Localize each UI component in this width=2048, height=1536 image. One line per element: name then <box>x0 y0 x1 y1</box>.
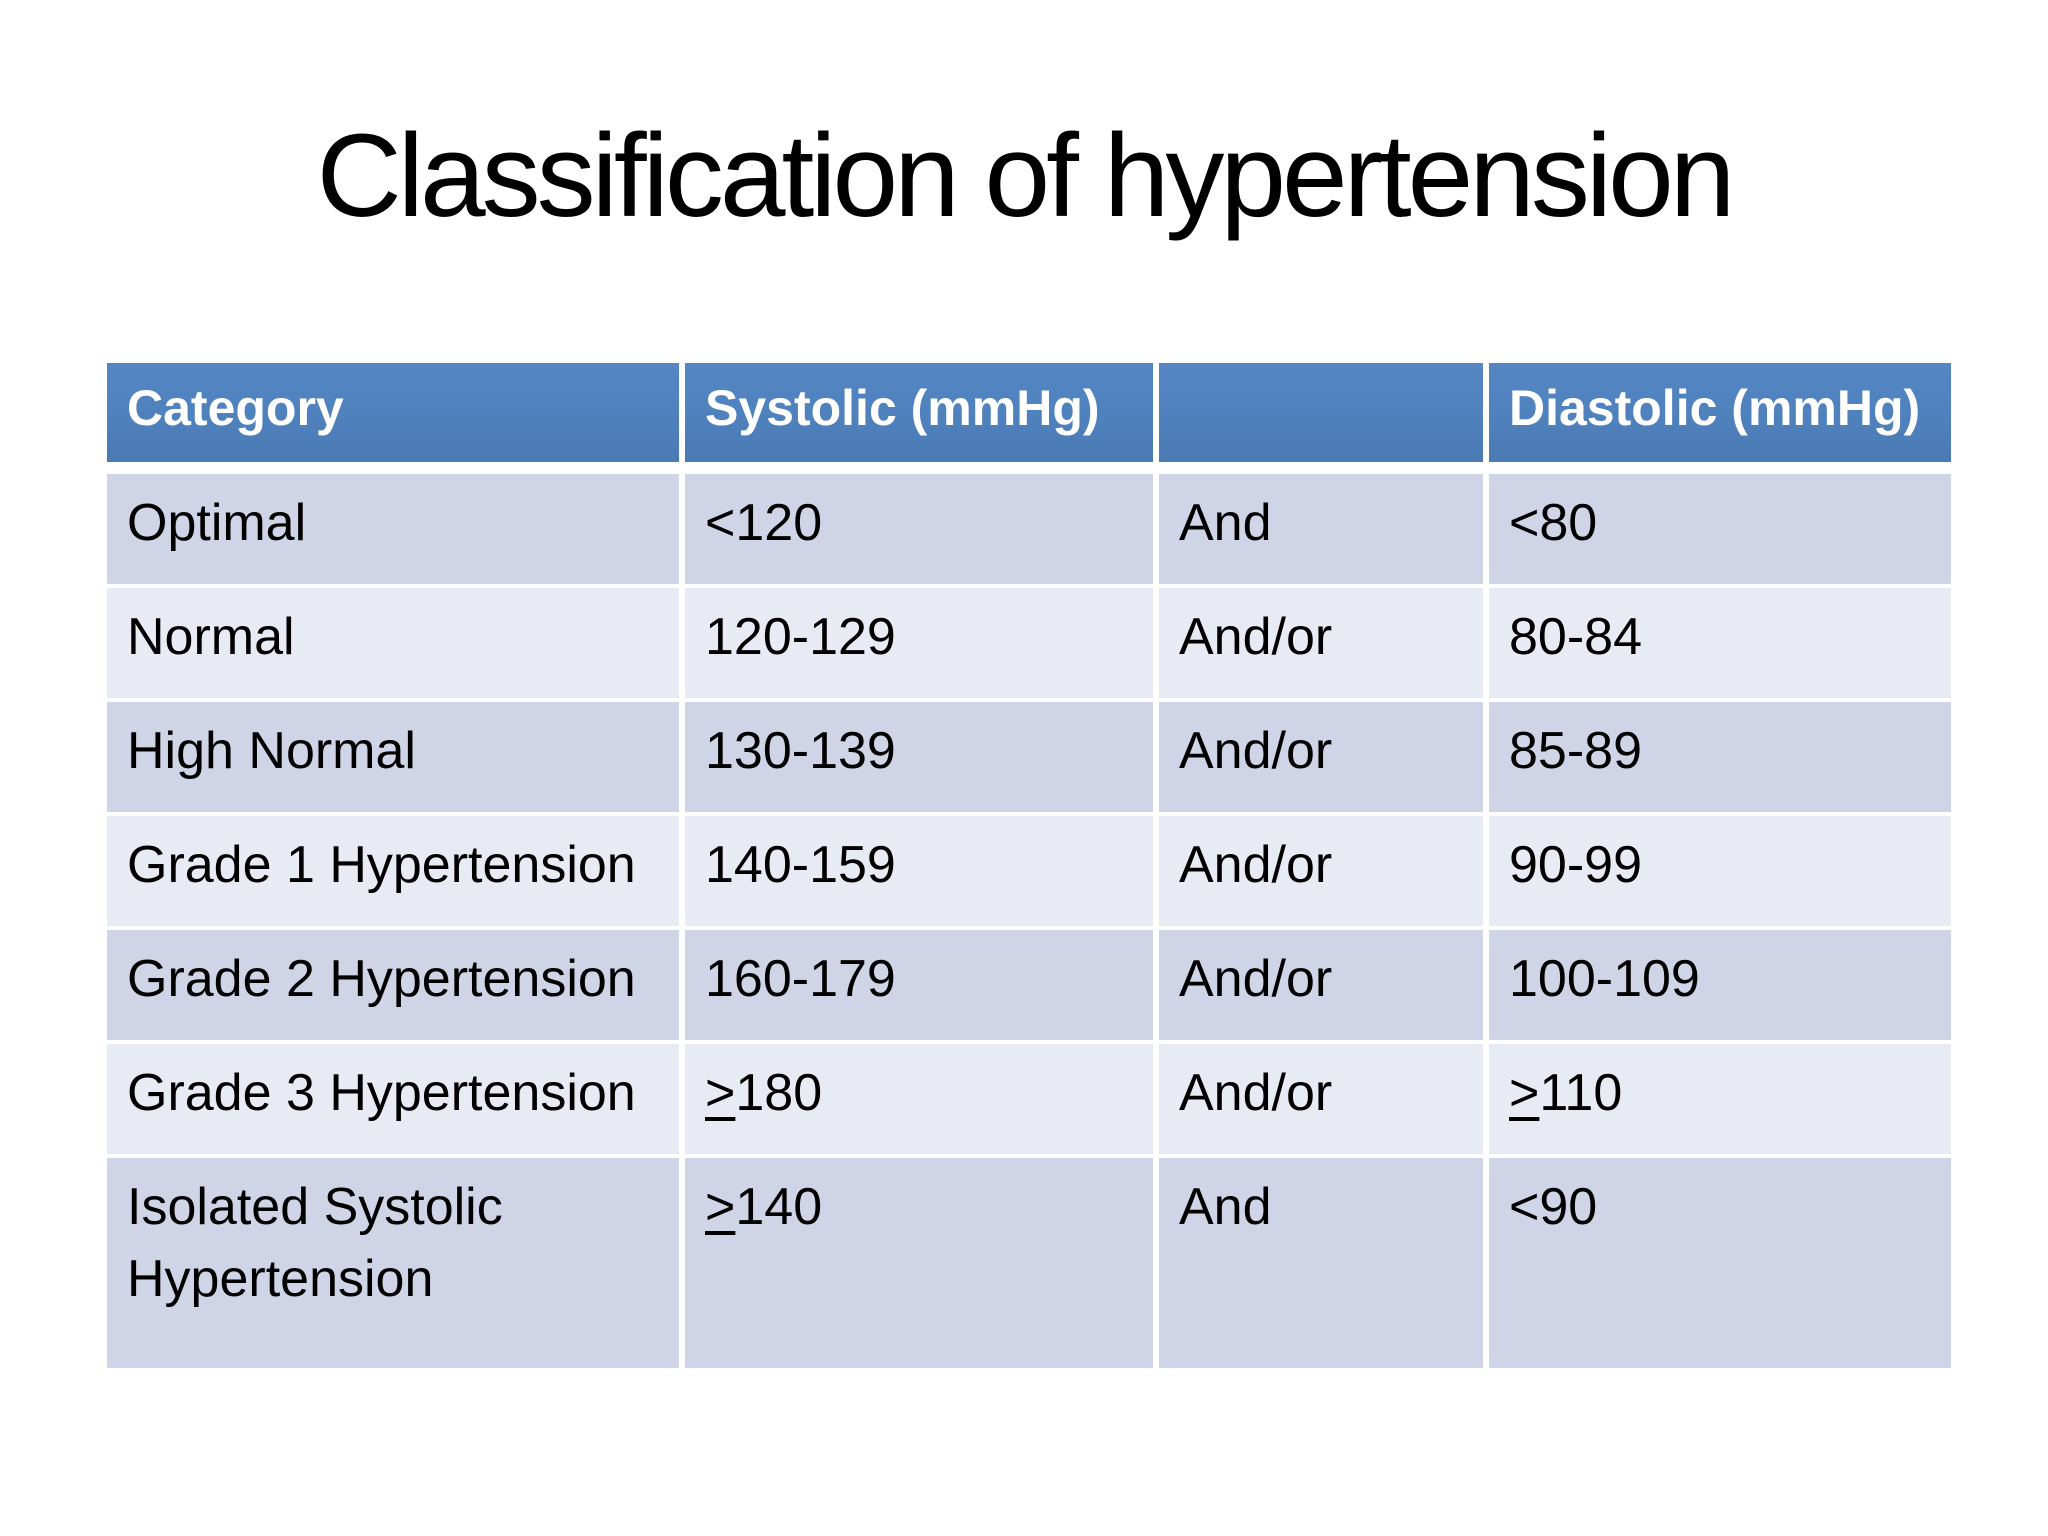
cell-diastolic: <90 <box>1486 1156 1954 1370</box>
header-conjunction <box>1156 361 1486 472</box>
cell-systolic: >180 <box>682 1042 1156 1156</box>
table-row: Normal 120-129 And/or 80-84 <box>104 586 1954 700</box>
hypertension-classification-table: Category Systolic (mmHg) Diastolic (mmHg… <box>104 361 1954 1370</box>
cell-category: Grade 1 Hypertension <box>104 814 682 928</box>
table-row: Optimal <120 And <80 <box>104 472 1954 586</box>
cell-conjunction: And <box>1156 1156 1486 1370</box>
table-header: Category Systolic (mmHg) Diastolic (mmHg… <box>104 361 1954 472</box>
cell-conjunction: And/or <box>1156 1042 1486 1156</box>
greater-equal-symbol: > <box>705 1064 736 1122</box>
header-category: Category <box>104 361 682 472</box>
cell-diastolic: 90-99 <box>1486 814 1954 928</box>
cell-category: Grade 3 Hypertension <box>104 1042 682 1156</box>
table-row: Grade 1 Hypertension 140-159 And/or 90-99 <box>104 814 1954 928</box>
slide-title: Classification of hypertension <box>316 110 1736 242</box>
table-row: Isolated Systolic Hypertension >140 And <90 <box>104 1156 1954 1370</box>
table-row: Grade 2 Hypertension 160-179 And/or 100-109 <box>104 928 1954 1042</box>
cell-systolic: 120-129 <box>682 586 1156 700</box>
table-row: Grade 3 Hypertension >180 And/or >110 <box>104 1042 1954 1156</box>
table-body: Optimal <120 And <80 Normal 120-129 And/or 80-8… <box>104 472 1954 1370</box>
cell-diastolic: 80-84 <box>1486 586 1954 700</box>
cell-conjunction: And/or <box>1156 814 1486 928</box>
cell-diastolic: <80 <box>1486 472 1954 586</box>
cell-diastolic: 85-89 <box>1486 700 1954 814</box>
cell-diastolic: >110 <box>1486 1042 1954 1156</box>
cell-conjunction: And/or <box>1156 700 1486 814</box>
cell-category: Grade 2 Hypertension <box>104 928 682 1042</box>
header-systolic: Systolic (mmHg) <box>682 361 1156 472</box>
cell-conjunction: And/or <box>1156 586 1486 700</box>
header-diastolic: Diastolic (mmHg) <box>1486 361 1954 472</box>
cell-diastolic: 100-109 <box>1486 928 1954 1042</box>
cell-conjunction: And <box>1156 472 1486 586</box>
cell-category: High Normal <box>104 700 682 814</box>
header-row: Category Systolic (mmHg) Diastolic (mmHg… <box>104 361 1954 472</box>
cell-conjunction: And/or <box>1156 928 1486 1042</box>
cell-systolic: >140 <box>682 1156 1156 1370</box>
cell-category: Optimal <box>104 472 682 586</box>
cell-systolic: 160-179 <box>682 928 1156 1042</box>
cell-category: Isolated Systolic Hypertension <box>104 1156 682 1370</box>
cell-category: Normal <box>104 586 682 700</box>
table-row: High Normal 130-139 And/or 85-89 <box>104 700 1954 814</box>
cell-systolic: 130-139 <box>682 700 1156 814</box>
greater-equal-symbol: > <box>705 1178 736 1236</box>
greater-equal-symbol: > <box>1509 1064 1540 1122</box>
cell-systolic: <120 <box>682 472 1156 586</box>
cell-systolic: 140-159 <box>682 814 1156 928</box>
